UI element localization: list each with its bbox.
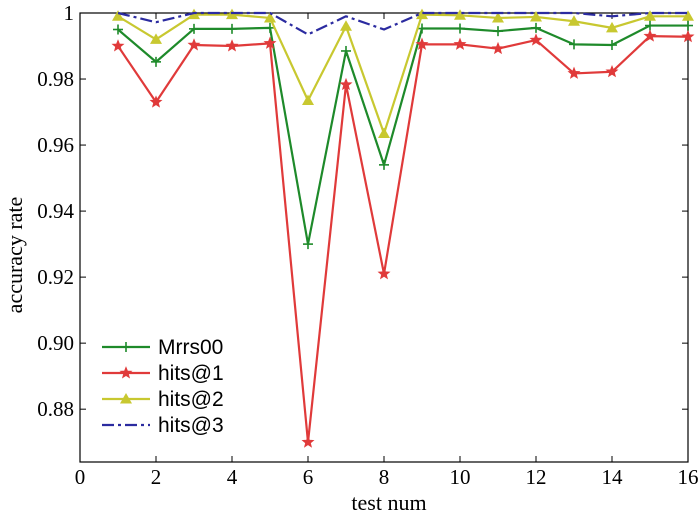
data-point <box>644 10 656 21</box>
series-0 <box>113 20 693 250</box>
legend: Mrrs00 hits@1 hits@2 hits@3 <box>102 336 224 437</box>
legend-label: hits@1 <box>158 362 224 385</box>
data-point <box>113 24 123 35</box>
data-point <box>455 23 465 34</box>
data-point <box>265 22 275 33</box>
data-point <box>415 37 429 50</box>
x-tick-label: 10 <box>450 465 471 489</box>
x-tick-label: 12 <box>526 465 547 489</box>
data-point <box>491 41 505 55</box>
series-line <box>117 24 688 246</box>
data-point <box>303 239 313 250</box>
data-point <box>607 40 617 51</box>
data-point <box>683 20 693 31</box>
data-point <box>453 37 467 50</box>
x-tick-label: 16 <box>678 465 699 489</box>
x-tick-label: 14 <box>602 465 624 489</box>
x-axis-title: test num <box>351 490 426 515</box>
data-point <box>378 127 390 139</box>
legend-label: Mrrs00 <box>158 336 223 359</box>
data-point <box>454 9 466 20</box>
data-point <box>606 21 618 33</box>
y-tick-label: 0.94 <box>37 199 74 223</box>
data-point <box>531 22 541 33</box>
data-point <box>302 94 314 105</box>
y-tick-label: 0.96 <box>37 133 74 157</box>
x-tick-label: 2 <box>151 465 162 489</box>
legend-marker <box>121 342 131 352</box>
data-point <box>379 159 389 170</box>
data-point <box>340 20 352 31</box>
y-tick-label: 0.90 <box>37 331 74 355</box>
data-point <box>681 29 695 43</box>
y-tick-label: 0.92 <box>37 265 74 289</box>
data-point <box>264 11 276 23</box>
series-3 <box>117 11 688 36</box>
data-point <box>301 435 315 448</box>
data-point <box>567 66 581 79</box>
legend-marker <box>120 393 132 404</box>
y-tick-label: 0.98 <box>37 67 74 91</box>
data-point <box>643 29 657 42</box>
x-tick-label: 8 <box>379 465 390 489</box>
series-line <box>117 13 688 135</box>
data-point <box>149 95 163 108</box>
x-tick-label: 0 <box>75 465 86 489</box>
data-point <box>645 20 655 31</box>
series-line <box>117 11 688 36</box>
data-point <box>416 8 428 20</box>
data-point <box>339 77 353 91</box>
data-point <box>568 15 580 26</box>
data-point <box>341 45 351 56</box>
series-line <box>117 35 689 444</box>
data-point <box>150 33 162 44</box>
axis-ticks: 0 2 4 6 8 10 12 14 16 0.88 0.90 0.92 0.94 0.96 0.98 1 <box>37 1 698 489</box>
data-point <box>225 39 239 52</box>
data-point <box>112 10 124 21</box>
data-point <box>227 23 237 34</box>
x-tick-label: 6 <box>303 465 314 489</box>
series-lines <box>111 8 695 448</box>
data-point <box>605 64 619 78</box>
data-point <box>187 38 201 51</box>
data-point <box>529 33 543 46</box>
data-point <box>377 267 391 280</box>
data-point <box>492 11 504 23</box>
data-point <box>189 23 199 34</box>
y-tick-label: 0.88 <box>37 397 74 421</box>
data-point <box>493 26 503 37</box>
data-point <box>151 56 161 67</box>
data-point <box>263 36 277 49</box>
data-point <box>111 39 125 52</box>
data-point <box>530 10 542 22</box>
y-tick-label: 1 <box>64 1 75 25</box>
y-axis-title: accuracy rate <box>2 197 27 314</box>
legend-marker <box>119 366 133 379</box>
data-point <box>569 39 579 50</box>
data-point <box>682 10 694 21</box>
legend-label: hits@3 <box>158 414 224 437</box>
series-1 <box>111 29 695 448</box>
legend-label: hits@2 <box>158 388 224 411</box>
x-tick-label: 4 <box>227 465 238 489</box>
